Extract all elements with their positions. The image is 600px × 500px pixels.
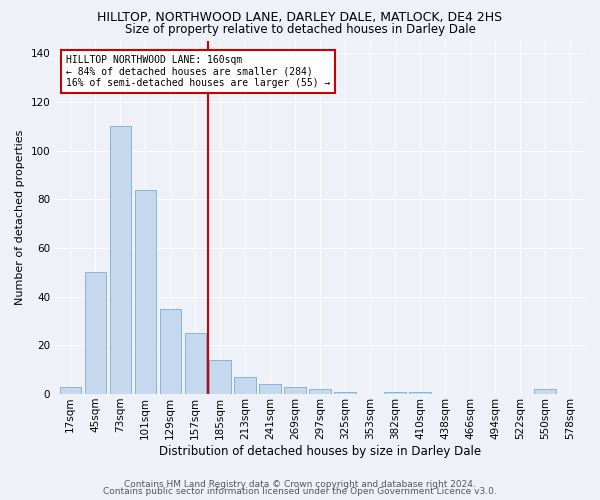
Bar — [134, 190, 156, 394]
Bar — [110, 126, 131, 394]
Bar — [409, 392, 431, 394]
Text: HILLTOP, NORTHWOOD LANE, DARLEY DALE, MATLOCK, DE4 2HS: HILLTOP, NORTHWOOD LANE, DARLEY DALE, MA… — [97, 11, 503, 24]
X-axis label: Distribution of detached houses by size in Darley Dale: Distribution of detached houses by size … — [159, 444, 481, 458]
Bar — [209, 360, 231, 394]
Text: HILLTOP NORTHWOOD LANE: 160sqm
← 84% of detached houses are smaller (284)
16% of: HILLTOP NORTHWOOD LANE: 160sqm ← 84% of … — [66, 55, 330, 88]
Bar — [59, 386, 81, 394]
Text: Contains public sector information licensed under the Open Government Licence v3: Contains public sector information licen… — [103, 488, 497, 496]
Bar — [259, 384, 281, 394]
Bar — [284, 386, 306, 394]
Bar — [310, 389, 331, 394]
Bar — [235, 377, 256, 394]
Bar — [385, 392, 406, 394]
Text: Contains HM Land Registry data © Crown copyright and database right 2024.: Contains HM Land Registry data © Crown c… — [124, 480, 476, 489]
Y-axis label: Number of detached properties: Number of detached properties — [15, 130, 25, 305]
Text: Size of property relative to detached houses in Darley Dale: Size of property relative to detached ho… — [125, 22, 475, 36]
Bar — [85, 272, 106, 394]
Bar — [334, 392, 356, 394]
Bar — [160, 309, 181, 394]
Bar — [185, 333, 206, 394]
Bar — [535, 389, 556, 394]
